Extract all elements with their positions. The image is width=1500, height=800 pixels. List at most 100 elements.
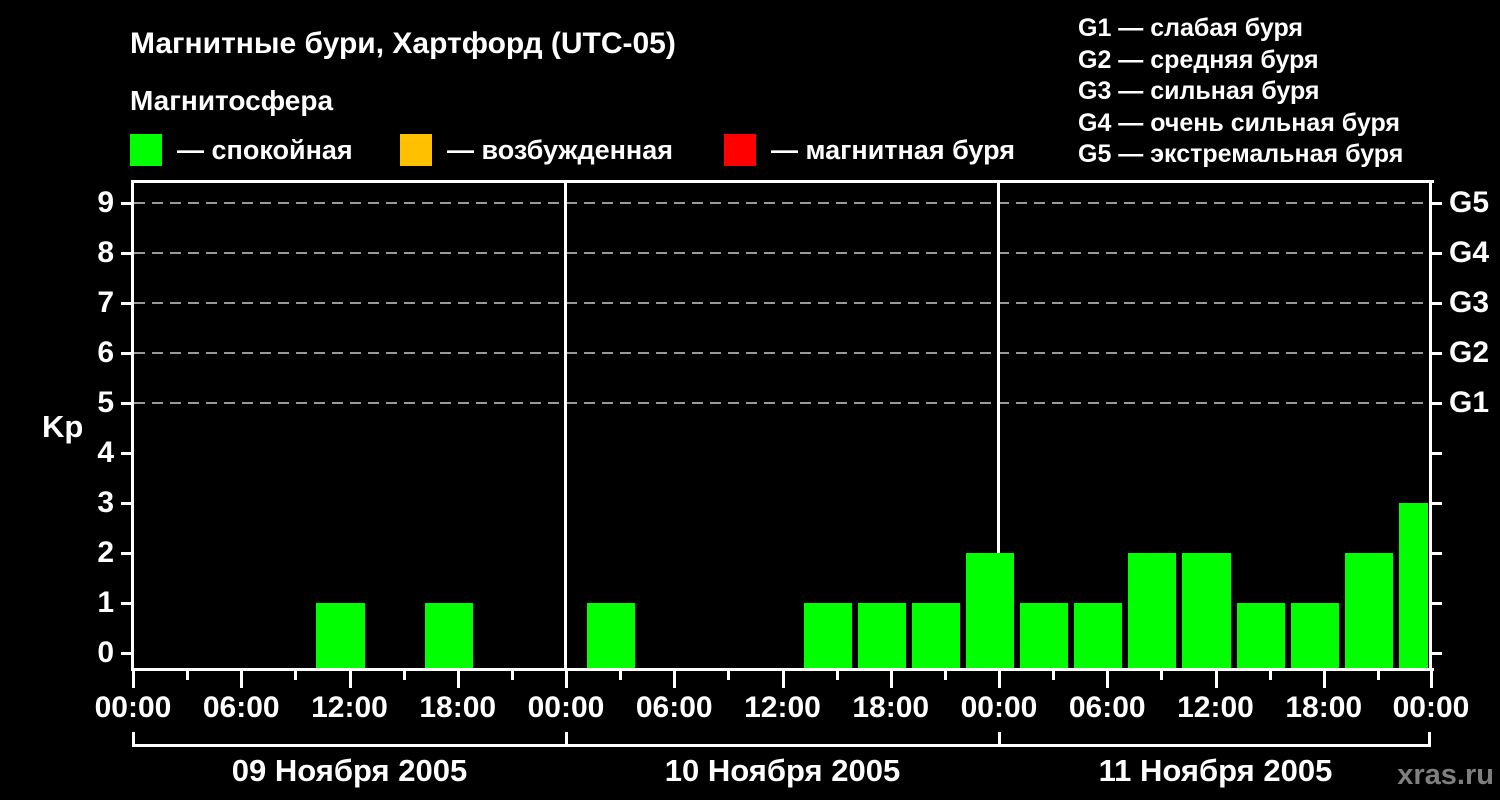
y-tick	[121, 302, 131, 305]
x-tick	[510, 671, 514, 680]
y-tick-label: 9	[97, 186, 114, 219]
g-scale-label: G4	[1449, 236, 1490, 269]
x-tick	[1160, 671, 1164, 680]
gridline	[134, 302, 1430, 304]
right-tick	[1432, 202, 1442, 205]
kp-bar	[1344, 553, 1393, 668]
y-tick	[121, 602, 131, 605]
x-tick	[781, 671, 785, 688]
x-tick-label: 00:00	[94, 691, 172, 724]
x-tick	[619, 671, 623, 680]
legend-label: — магнитная буря	[771, 135, 1015, 165]
x-tick	[1430, 671, 1433, 688]
x-tick	[1322, 671, 1326, 688]
kp-bar	[1182, 553, 1231, 668]
storm-swatch-icon	[724, 134, 756, 166]
x-tick-label: 06:00	[202, 691, 280, 724]
kp-bar	[1128, 553, 1177, 668]
right-tick	[1432, 402, 1442, 405]
g-legend-line: G4 — очень сильная буря	[1078, 108, 1400, 137]
x-tick	[240, 671, 244, 688]
g-scale-label: G5	[1449, 186, 1490, 219]
g-legend-line: G1 — слабая буря	[1078, 14, 1304, 42]
excited-swatch-icon	[400, 134, 432, 166]
plot-border-right	[1429, 180, 1432, 671]
kp-bar	[1398, 503, 1428, 668]
date-label: 09 Ноября 2005	[231, 753, 468, 788]
x-tick	[186, 671, 190, 680]
x-tick-label: 00:00	[1392, 691, 1470, 724]
y-tick-label: 8	[97, 236, 114, 269]
x-tick	[294, 671, 298, 680]
kp-bar	[965, 553, 1015, 668]
x-tick	[456, 671, 460, 688]
y-tick	[121, 252, 131, 255]
x-tick	[1106, 671, 1110, 688]
day-separator	[564, 180, 567, 671]
gridline	[134, 352, 1430, 354]
plot-border-left	[131, 180, 134, 671]
bracket-tick	[565, 732, 568, 744]
y-tick-label: 2	[97, 536, 114, 569]
y-tick-label: 0	[97, 636, 114, 669]
gridline	[134, 402, 1430, 404]
kp-bar	[857, 603, 906, 668]
plot-border-bottom	[131, 668, 1434, 671]
x-tick-label: 18:00	[419, 691, 497, 724]
gridline	[134, 202, 1430, 204]
bracket-tick	[132, 732, 135, 744]
x-tick	[727, 671, 731, 680]
right-tick	[1432, 502, 1442, 505]
right-tick	[1432, 352, 1442, 355]
date-label: 11 Ноября 2005	[1098, 753, 1333, 788]
x-tick-label: 06:00	[635, 691, 713, 724]
y-tick	[121, 552, 131, 555]
g-legend-line: G5 — экстремальная буря	[1078, 140, 1404, 168]
x-tick	[889, 671, 893, 688]
kp-bar	[1236, 603, 1285, 668]
x-tick	[998, 671, 1001, 688]
right-tick	[1432, 452, 1442, 455]
date-label: 10 Ноября 2005	[664, 753, 901, 788]
y-tick-label: 7	[97, 286, 114, 319]
x-tick-label: 18:00	[852, 691, 930, 724]
x-tick	[132, 671, 135, 688]
right-tick	[1432, 302, 1442, 305]
x-tick	[1268, 671, 1272, 680]
right-tick	[1432, 652, 1442, 655]
y-tick-label: 6	[97, 336, 114, 369]
y-tick-label: 5	[97, 386, 114, 419]
day-separator	[997, 180, 1000, 671]
x-tick-label: 12:00	[1177, 691, 1254, 724]
watermark: xras.ru	[1397, 759, 1494, 791]
kp-bar	[803, 603, 852, 668]
kp-bar	[1074, 603, 1123, 668]
x-tick-label: 00:00	[527, 691, 605, 724]
x-tick	[1052, 671, 1056, 680]
date-bracket	[132, 744, 1431, 747]
x-tick-label: 18:00	[1285, 691, 1363, 724]
y-axis-title: Kp	[42, 409, 84, 444]
kp-bar	[424, 603, 473, 668]
y-tick	[121, 202, 131, 205]
g-legend-line: G2 — средняя буря	[1078, 45, 1319, 74]
kp-bar	[1020, 603, 1069, 668]
right-tick	[1432, 602, 1442, 605]
x-tick-label: 12:00	[311, 691, 388, 724]
kp-bar	[1290, 603, 1339, 668]
g-scale-label: G3	[1449, 286, 1490, 319]
quiet-swatch-icon	[130, 134, 162, 166]
plot-border-top	[131, 180, 1434, 183]
y-tick	[121, 652, 131, 655]
bracket-tick	[1428, 732, 1431, 744]
kp-bar	[316, 603, 365, 668]
bracket-tick	[998, 732, 1001, 744]
page-title: Магнитные бури, Хартфорд (UTC-05)	[130, 27, 676, 60]
y-tick	[121, 452, 131, 455]
x-tick	[565, 671, 568, 688]
y-tick-label: 1	[97, 586, 114, 619]
x-tick-label: 12:00	[744, 691, 821, 724]
y-tick-label: 3	[97, 486, 114, 519]
x-tick	[402, 671, 406, 680]
